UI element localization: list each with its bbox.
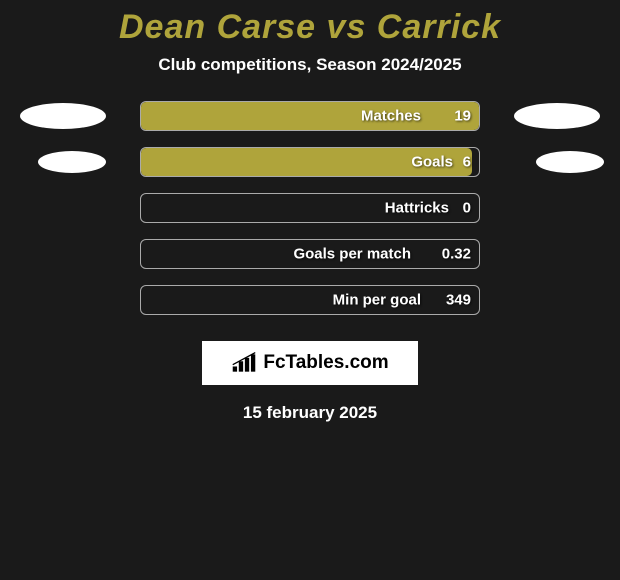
stat-value: 0 [463, 200, 471, 217]
stat-bar: Goals 6 [140, 147, 480, 177]
stat-bar: Matches 19 [140, 101, 480, 131]
brand-box[interactable]: FcTables.com [202, 341, 418, 385]
bar-chart-icon [231, 352, 257, 374]
stat-value: 0.32 [442, 246, 471, 263]
stat-bar: Hattricks 0 [140, 193, 480, 223]
page-title: Dean Carse vs Carrick [0, 8, 620, 47]
stat-row: Min per goal 349 [0, 285, 620, 331]
stat-bar: Goals per match 0.32 [140, 239, 480, 269]
stat-row: Matches 19 [0, 101, 620, 147]
subtitle: Club competitions, Season 2024/2025 [0, 55, 620, 75]
stat-bar-fill [141, 102, 479, 130]
stat-label: Goals [411, 154, 453, 171]
stat-label: Hattricks [385, 200, 449, 217]
stat-label: Goals per match [293, 246, 411, 263]
club-left-icon [38, 151, 106, 173]
date-text: 15 february 2025 [0, 403, 620, 423]
club-right-icon [536, 151, 604, 173]
stat-row: Goals 6 [0, 147, 620, 193]
club-left-icon [20, 103, 106, 129]
stat-value: 349 [446, 292, 471, 309]
stat-row: Goals per match 0.32 [0, 239, 620, 285]
stat-row: Hattricks 0 [0, 193, 620, 239]
stat-bar: Min per goal 349 [140, 285, 480, 315]
club-right-icon [514, 103, 600, 129]
stat-value: 19 [454, 108, 471, 125]
stat-value: 6 [463, 154, 471, 171]
brand-label: FcTables.com [263, 352, 388, 374]
stat-label: Min per goal [333, 292, 421, 309]
stat-label: Matches [361, 108, 421, 125]
